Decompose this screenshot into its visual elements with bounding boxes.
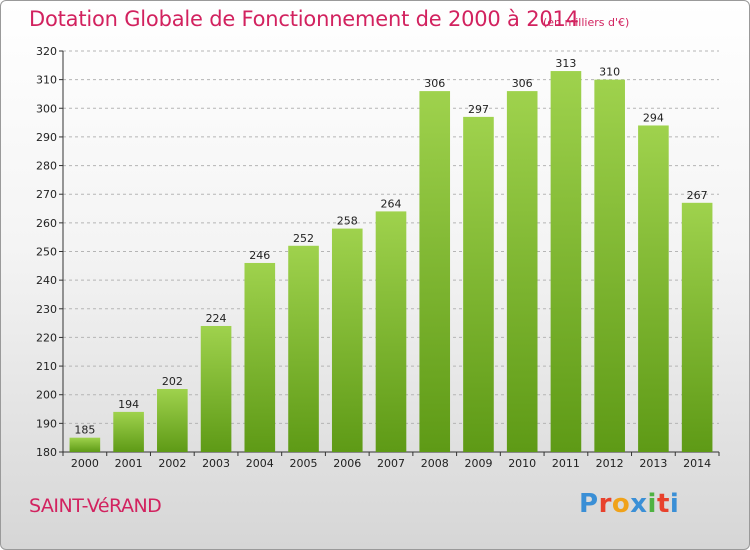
bar-2006 bbox=[331, 228, 363, 452]
logo-letter: i bbox=[669, 489, 680, 519]
logo-letter: P bbox=[579, 489, 599, 519]
y-tick-label: 250 bbox=[36, 246, 57, 259]
y-tick-label: 180 bbox=[36, 446, 57, 459]
y-tick-label: 200 bbox=[36, 389, 57, 402]
value-label: 202 bbox=[162, 375, 183, 388]
logo-letter: r bbox=[598, 489, 612, 519]
bar-2005 bbox=[288, 245, 319, 452]
chart-title: Dotation Globale de Fonctionnement de 20… bbox=[29, 7, 579, 31]
value-label: 313 bbox=[555, 57, 576, 70]
bar-2001 bbox=[113, 411, 144, 452]
logo-letter: t bbox=[656, 489, 670, 519]
bar-2014 bbox=[681, 202, 713, 452]
logo-letter: x bbox=[630, 489, 648, 519]
y-tick-label: 300 bbox=[36, 102, 57, 115]
bar-2003 bbox=[200, 325, 232, 452]
y-tick-label: 240 bbox=[36, 274, 57, 287]
value-label: 294 bbox=[643, 111, 664, 124]
x-tick-label: 2012 bbox=[596, 457, 624, 470]
y-tick-label: 320 bbox=[36, 45, 57, 58]
bars bbox=[69, 71, 713, 453]
bar-2011 bbox=[550, 71, 582, 453]
value-label: 306 bbox=[424, 77, 445, 90]
bar-2010 bbox=[506, 91, 538, 452]
x-tick-label: 2005 bbox=[290, 457, 318, 470]
x-tick-label: 2002 bbox=[158, 457, 186, 470]
y-tick-label: 190 bbox=[36, 417, 57, 430]
value-label: 310 bbox=[599, 66, 620, 79]
x-tick-label: 2009 bbox=[464, 457, 492, 470]
value-label: 306 bbox=[512, 77, 533, 90]
value-label: 194 bbox=[118, 398, 139, 411]
value-label: 297 bbox=[468, 103, 489, 116]
labels: 185 2000 194 2001 202 2002 224 2003 246 2004 252 20… bbox=[71, 57, 711, 470]
x-tick-label: 2000 bbox=[71, 457, 99, 470]
y-tick-label: 210 bbox=[36, 360, 57, 373]
proxiti-logo[interactable]: Proxiti bbox=[579, 489, 679, 519]
x-tick-label: 2006 bbox=[333, 457, 361, 470]
bar-2007 bbox=[375, 211, 407, 452]
y-tick-label: 290 bbox=[36, 131, 57, 144]
y-tick-label: 280 bbox=[36, 160, 57, 173]
y-tick-label: 220 bbox=[36, 331, 57, 344]
value-label: 246 bbox=[249, 249, 270, 262]
x-tick-label: 2010 bbox=[508, 457, 536, 470]
x-tick-label: 2001 bbox=[115, 457, 143, 470]
value-label: 185 bbox=[74, 424, 95, 437]
x-tick-label: 2003 bbox=[202, 457, 230, 470]
bar-2013 bbox=[638, 125, 669, 452]
value-label: 264 bbox=[381, 197, 402, 210]
x-tick-label: 2008 bbox=[421, 457, 449, 470]
y-tick-label: 310 bbox=[36, 74, 57, 87]
bar-2012 bbox=[594, 79, 625, 453]
y-tick-label: 230 bbox=[36, 303, 57, 316]
bar-2004 bbox=[244, 262, 276, 452]
value-label: 252 bbox=[293, 232, 314, 245]
y-tick-label: 260 bbox=[36, 217, 57, 230]
unit-note: (en milliers d'€) bbox=[543, 16, 630, 29]
value-label: 267 bbox=[687, 189, 708, 202]
value-label: 258 bbox=[337, 215, 358, 228]
x-tick-label: 2007 bbox=[377, 457, 405, 470]
commune-name: SAINT-VéRAND bbox=[29, 495, 162, 517]
y-tick-label: 270 bbox=[36, 188, 57, 201]
bar-2002 bbox=[157, 388, 188, 452]
value-label: 224 bbox=[206, 312, 227, 325]
x-tick-label: 2013 bbox=[639, 457, 667, 470]
x-tick-label: 2004 bbox=[246, 457, 274, 470]
logo-letter: o bbox=[611, 489, 631, 519]
bar-2008 bbox=[419, 91, 451, 452]
logo-letter: i bbox=[647, 489, 657, 519]
bar-2000 bbox=[69, 437, 101, 452]
x-tick-label: 2011 bbox=[552, 457, 580, 470]
x-tick-label: 2014 bbox=[683, 457, 711, 470]
bar-2009 bbox=[463, 116, 494, 452]
